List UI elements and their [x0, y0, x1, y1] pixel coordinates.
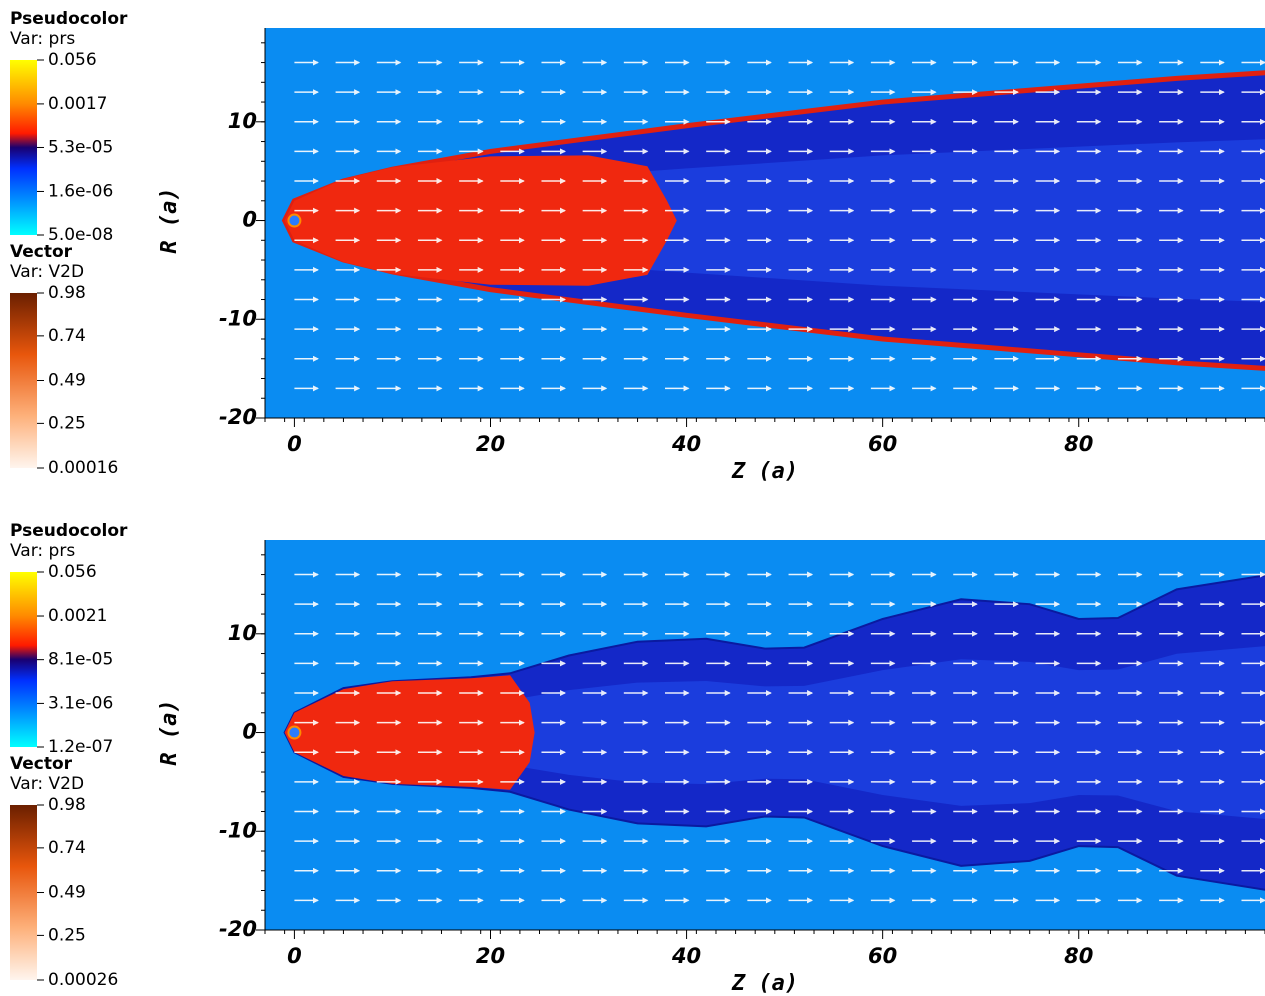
- x-tick-label: 80: [1064, 432, 1093, 456]
- colorbar-label: 0.00016: [48, 458, 118, 478]
- legend-variable: Var: prs: [10, 541, 75, 561]
- y-tick-label: -10: [219, 818, 257, 842]
- x-axis-label: Z (a): [731, 459, 798, 484]
- colorbar: [10, 293, 37, 468]
- colorbar-label: 0.98: [48, 795, 86, 815]
- colorbar: [10, 572, 37, 747]
- legend-variable: Var: V2D: [10, 774, 84, 794]
- x-tick-label: 80: [1064, 944, 1093, 968]
- jet-hot: [284, 675, 535, 790]
- jet-nozzle: [287, 213, 302, 228]
- colorbar-label: 0.74: [48, 326, 86, 346]
- y-tick-label: 10: [228, 109, 257, 133]
- y-tick-label: 10: [228, 621, 257, 645]
- y-tick-label: 0: [242, 208, 257, 232]
- colorbar-label: 0.74: [48, 838, 86, 858]
- legend-title: Vector: [10, 754, 73, 774]
- legend-variable: Var: prs: [10, 29, 75, 49]
- y-axis-label: R (a): [157, 699, 182, 765]
- colorbar-label: 0.49: [48, 883, 86, 903]
- y-axis-label: R (a): [157, 187, 182, 253]
- jet-core: [284, 646, 1265, 819]
- x-tick-label: 0: [287, 944, 302, 968]
- x-axis-label: Z (a): [731, 971, 798, 996]
- colorbar-label: 1.6e-06: [48, 181, 113, 201]
- colorbar-label: 5.0e-08: [48, 225, 113, 245]
- colorbar-label: 0.0021: [48, 606, 107, 626]
- x-tick-label: 40: [671, 432, 701, 456]
- x-tick-label: 0: [287, 432, 302, 456]
- colorbar-label: 3.1e-06: [48, 693, 113, 713]
- colorbar-label: 0.25: [48, 413, 86, 433]
- x-tick-label: 60: [868, 944, 897, 968]
- colorbar-label: 0.25: [48, 925, 86, 945]
- colorbar-label: 0.0017: [48, 94, 107, 114]
- jet-nozzle: [287, 725, 302, 740]
- colorbar-label: 0.056: [48, 562, 97, 582]
- colorbar-label: 0.00026: [48, 970, 118, 990]
- colorbar-label: 0.056: [48, 50, 97, 70]
- legend-variable: Var: V2D: [10, 262, 84, 282]
- y-tick-label: -20: [219, 405, 257, 429]
- colorbar-label: 1.2e-07: [48, 737, 113, 757]
- legend-title: Pseudocolor: [10, 521, 128, 541]
- colorbar-label: 5.3e-05: [48, 137, 113, 157]
- y-tick-label: -10: [219, 306, 257, 330]
- jet-hot: [284, 155, 677, 286]
- colorbar: [10, 60, 37, 235]
- x-tick-label: 40: [671, 944, 701, 968]
- x-tick-label: 20: [476, 944, 505, 968]
- colorbar: [10, 805, 37, 980]
- legend-title: Pseudocolor: [10, 9, 128, 29]
- y-tick-label: 0: [242, 720, 257, 744]
- x-tick-label: 20: [476, 432, 505, 456]
- x-tick-label: 60: [868, 432, 897, 456]
- colorbar-label: 0.49: [48, 371, 86, 391]
- legend-title: Vector: [10, 242, 73, 262]
- colorbar-label: 0.98: [48, 283, 86, 303]
- y-tick-label: -20: [219, 917, 257, 941]
- colorbar-label: 8.1e-05: [48, 650, 113, 670]
